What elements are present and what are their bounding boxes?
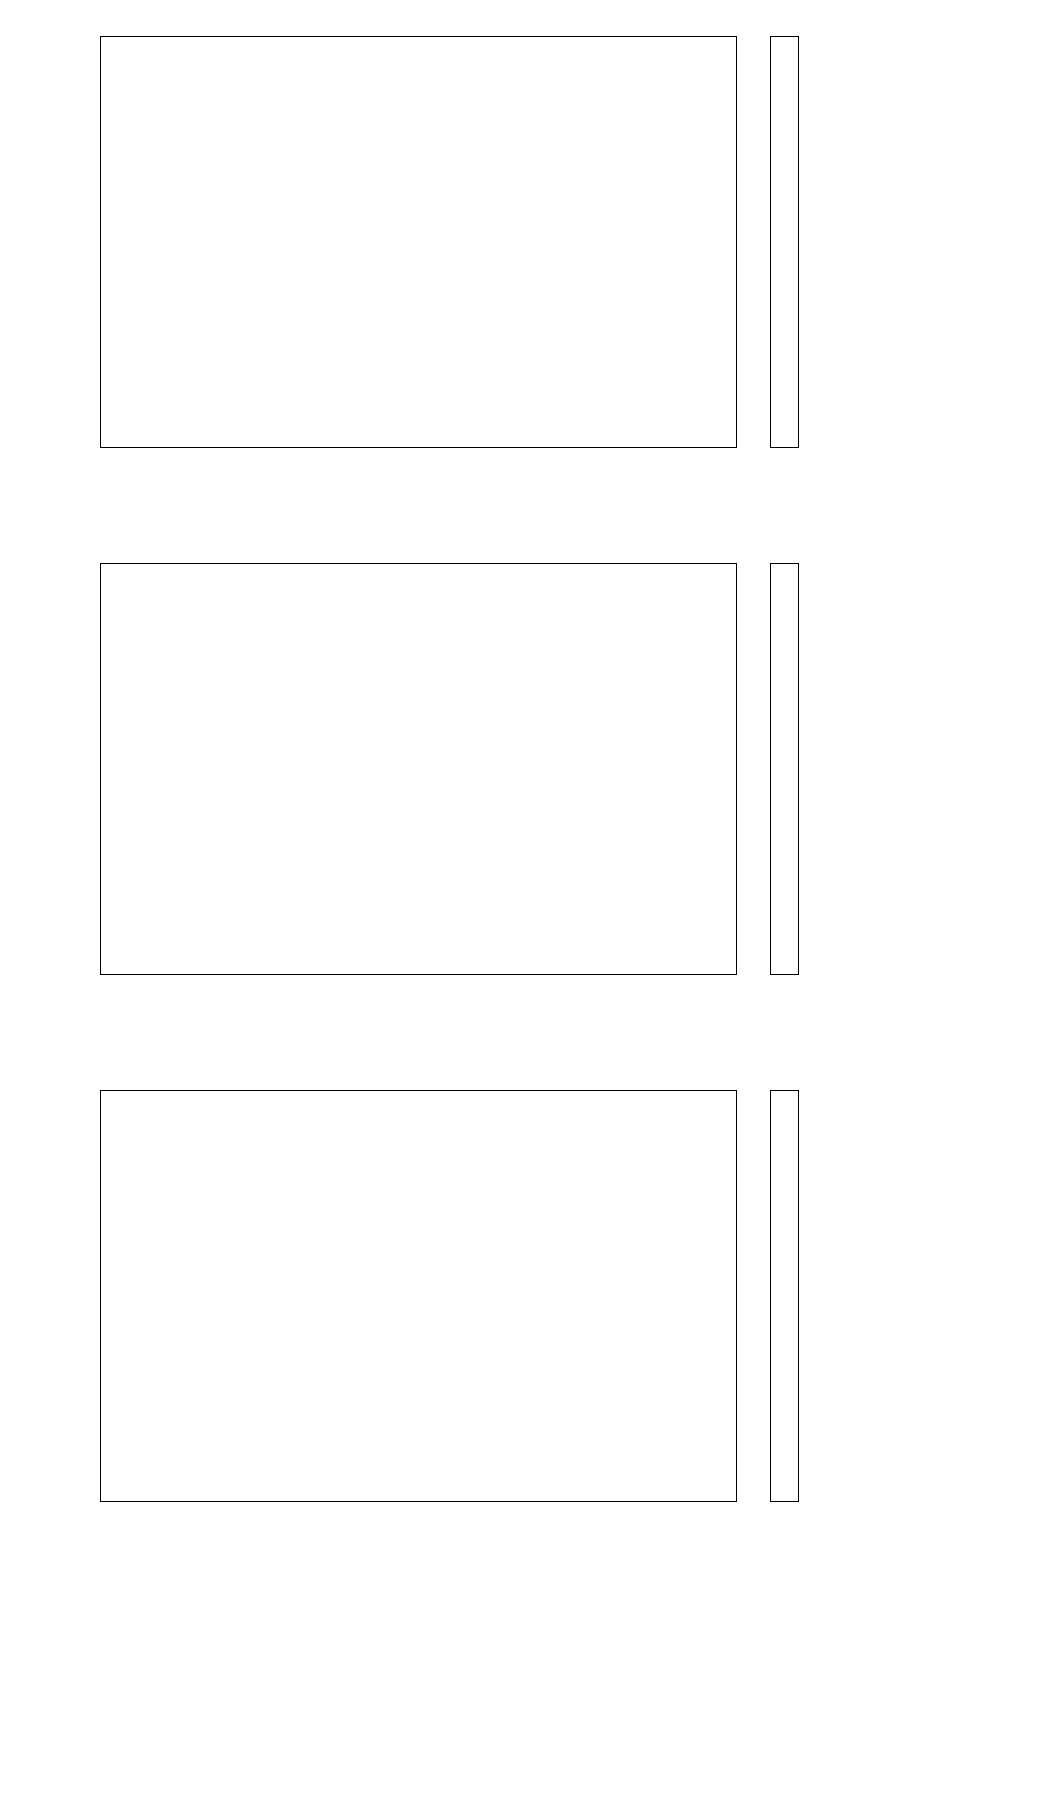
colorbar-canvas	[770, 563, 799, 975]
colorbar	[770, 36, 799, 448]
spectrogram-canvas	[100, 36, 737, 448]
colorbar-canvas	[770, 36, 799, 448]
spectrogram-canvas	[100, 1090, 737, 1502]
colorbar	[770, 1090, 799, 1502]
spectrogram-plot	[100, 36, 737, 448]
spectrogram-canvas	[100, 563, 737, 975]
colorbar	[770, 563, 799, 975]
spectrogram-plot	[100, 1090, 737, 1502]
panel-hhn	[0, 527, 1052, 1054]
spectrogram-plot	[100, 563, 737, 975]
panel-hhz	[0, 1054, 1052, 1581]
overlay-curves	[100, 1090, 737, 1502]
overlay-curves	[100, 563, 737, 975]
overlay-curves	[100, 36, 737, 448]
colorbar-canvas	[770, 1090, 799, 1502]
panel-hhe	[0, 0, 1052, 527]
